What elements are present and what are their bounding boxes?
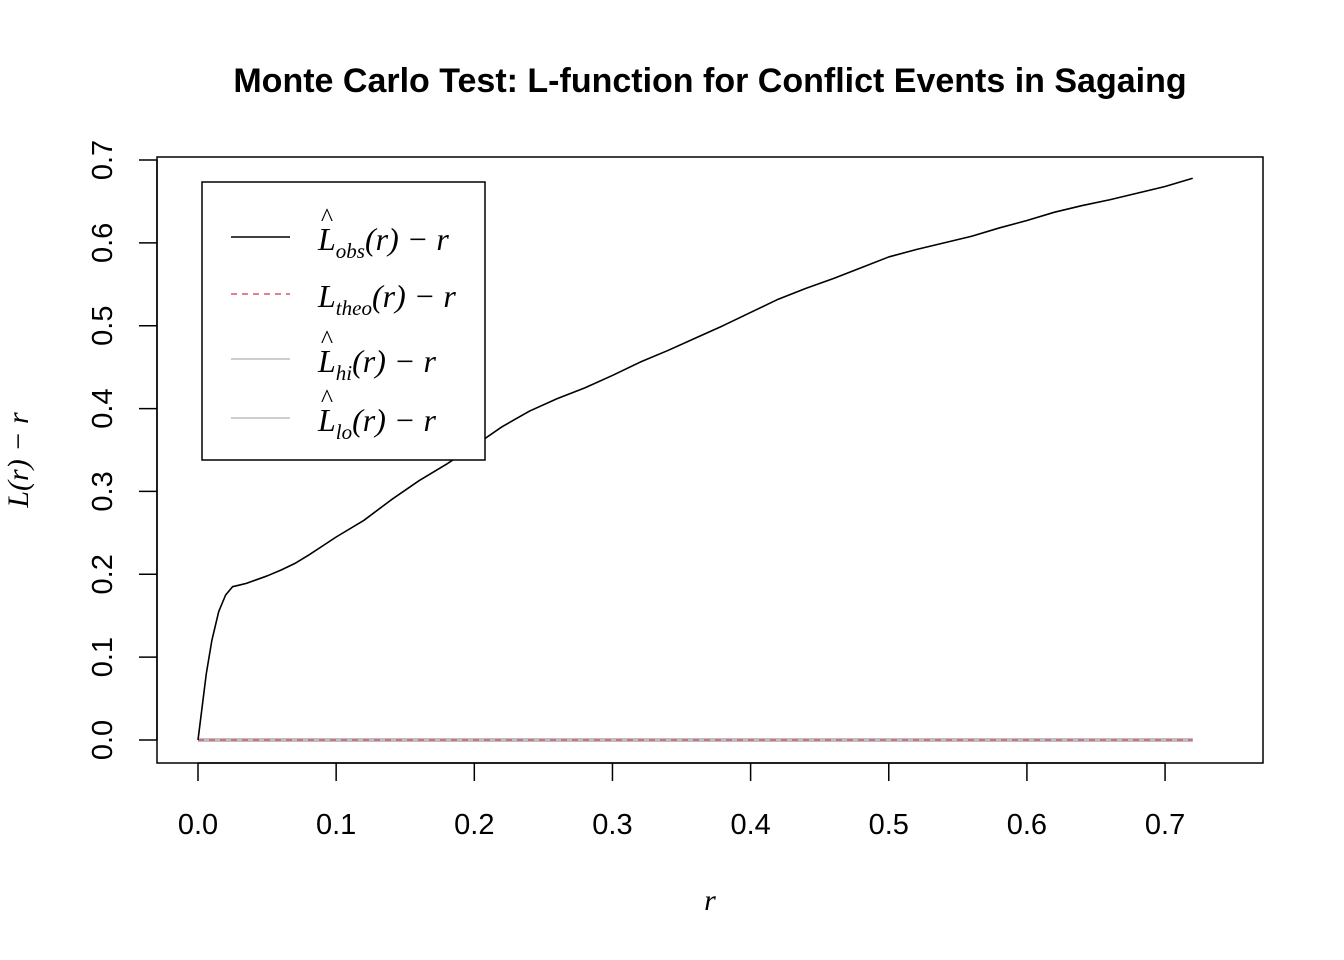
x-tick-label: 0.5 [869,809,909,841]
x-axis-label: r [704,884,716,917]
x-tick-label: 0.4 [730,809,770,841]
y-tick-label: 0.0 [87,720,119,760]
series-line-obs [197,177,1193,741]
legend-box [201,181,486,461]
y-axis-label: L(r) − r [2,412,35,509]
legend-hat-lo: ^ [321,384,333,413]
y-tick-label: 0.4 [87,388,119,428]
legend-label-hi: Lhi(r) − r [317,343,437,385]
y-tick-label: 0.2 [87,554,119,594]
y-axis: 0.0 0.1 0.2 0.3 0.4 0.5 0.6 0.7 [87,140,158,760]
legend-label-theo: Ltheo(r) − r [317,278,456,320]
x-tick-label: 0.1 [316,809,356,841]
legend-hat-obs: ^ [321,203,333,232]
y-tick-label: 0.3 [87,471,119,511]
chart-title: Monte Carlo Test: L-function for Conflic… [233,62,1186,100]
x-tick-label: 0.6 [1007,809,1047,841]
x-axis: 0.0 0.1 0.2 0.3 0.4 0.5 0.6 0.7 [178,762,1185,841]
series-layer [197,177,1193,742]
x-tick-label: 0.3 [592,809,632,841]
y-tick-label: 0.7 [87,140,119,180]
y-tick-label: 0.6 [87,223,119,263]
y-tick-label: 0.1 [87,637,119,677]
legend-label-lo: Llo(r) − r [317,402,437,444]
x-tick-label: 0.2 [454,809,494,841]
legend-label-obs: Lobs(r) − r [317,221,449,263]
x-tick-label: 0.0 [178,809,218,841]
x-tick-label: 0.7 [1145,809,1185,841]
y-tick-label: 0.5 [87,306,119,346]
legend-hat-hi: ^ [321,325,333,354]
